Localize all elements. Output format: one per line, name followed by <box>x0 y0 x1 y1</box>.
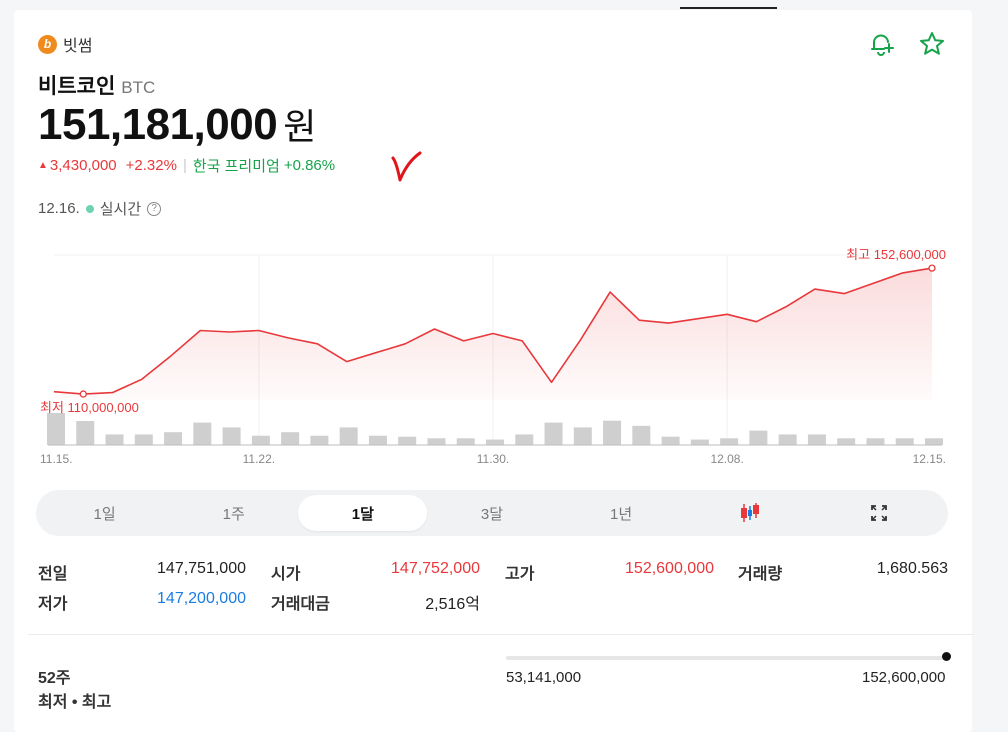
active-tab-indicator <box>680 7 777 9</box>
current-price: 151,181,000 원 <box>38 98 316 150</box>
star-icon <box>920 32 944 55</box>
price-value: 151,181,000 <box>38 100 278 149</box>
stat-volume: 거래량 1,680.563 <box>738 560 948 583</box>
volume-bar <box>690 439 709 445</box>
volume-bar <box>778 434 797 445</box>
volume-bar <box>427 438 446 445</box>
volume-bar <box>164 432 183 445</box>
favorite-button[interactable] <box>916 28 948 60</box>
price-unit: 원 <box>283 106 317 147</box>
x-tick-label: 12.08. <box>710 452 743 466</box>
stat-low: 저가 147,200,000 <box>38 590 246 613</box>
volume-bar <box>251 435 270 445</box>
top-strip <box>0 0 1008 8</box>
x-tick-label: 11.22. <box>243 452 275 466</box>
candle-chart-button[interactable] <box>686 495 815 531</box>
coin-name: 비트코인 <box>38 75 116 98</box>
price-chart[interactable]: 최고 152,600,000 최저 110,000,000 11.15. 11.22.… <box>28 242 958 472</box>
min-label: 최저 110,000,000 <box>40 400 139 415</box>
period-selector: 1일 1주 1달 3달 1년 <box>36 490 948 536</box>
coin-detail-card: b 빗썸 비트코인 BTC 151,181,000 원 ▲ 3,430,000 … <box>14 10 974 732</box>
volume-bar <box>661 436 680 445</box>
volume-bar <box>603 420 622 445</box>
volume-bar <box>515 434 534 445</box>
fullscreen-button[interactable] <box>815 495 944 531</box>
week52-current-marker <box>942 652 951 661</box>
price-change-row: ▲ 3,430,000 +2.32% | 한국 프리미엄 +0.86% <box>38 155 335 176</box>
coin-symbol: BTC <box>121 78 156 97</box>
volume-bar <box>47 413 65 445</box>
korea-premium-value: +0.86% <box>283 157 336 174</box>
volume-bar <box>573 427 592 445</box>
week52-high: 152,600,000 <box>862 669 946 686</box>
stat-open: 시가 147,752,000 <box>271 560 480 583</box>
period-3m[interactable]: 3달 <box>480 505 504 523</box>
volume-bar <box>544 422 563 445</box>
volume-bar <box>866 438 885 445</box>
volume-bar <box>456 438 475 445</box>
x-tick-label: 12.15. <box>913 452 946 466</box>
turnover-value: 2,516 <box>425 596 466 613</box>
exchange-badge[interactable]: b 빗썸 <box>38 32 92 56</box>
x-tick-label: 11.30. <box>477 452 509 466</box>
separator: | <box>182 157 187 174</box>
quote-date: 12.16. <box>38 200 80 217</box>
volume-bar <box>895 438 914 445</box>
period-1m[interactable]: 1달 <box>298 495 428 531</box>
stat-turnover: 거래대금 2,516억 <box>271 596 480 613</box>
volume-bar <box>134 434 153 445</box>
bithumb-logo-icon: b <box>38 34 57 54</box>
min-marker <box>79 390 87 398</box>
bell-plus-icon <box>871 34 894 56</box>
stat-prev-close: 전일 147,751,000 <box>38 560 246 583</box>
live-dot-icon <box>85 204 94 213</box>
section-divider <box>28 634 974 635</box>
stat-high: 고가 152,600,000 <box>505 560 714 583</box>
period-1d[interactable]: 1일 <box>93 505 116 523</box>
volume-bar <box>368 435 387 445</box>
help-icon[interactable]: ? <box>147 201 162 216</box>
change-amount: 3,430,000 <box>49 157 117 174</box>
volume-bar <box>925 438 943 445</box>
volume-bar <box>281 432 300 445</box>
korea-premium-label[interactable]: 한국 프리미엄 <box>192 158 280 175</box>
max-marker <box>928 264 936 272</box>
coin-title: 비트코인 BTC <box>38 70 155 100</box>
fullscreen-icon <box>871 505 888 521</box>
change-percent: +2.32% <box>125 157 177 174</box>
volume-bar <box>222 427 241 445</box>
period-1w[interactable]: 1주 <box>222 505 245 523</box>
volume-bar <box>720 438 739 445</box>
volume-bar <box>807 434 826 445</box>
price-alert-button[interactable] <box>866 28 898 60</box>
volume-bar <box>632 425 651 445</box>
week52-label: 52주 최저 • 최고 <box>38 667 111 715</box>
candlestick-icon <box>741 503 760 522</box>
volume-bar <box>193 422 212 445</box>
timestamp-row: 12.16. 실시간 ? <box>38 198 162 219</box>
turnover-unit: 억 <box>465 596 480 613</box>
x-tick-label: 11.15. <box>40 452 72 466</box>
volume-bar <box>105 434 124 445</box>
exchange-name: 빗썸 <box>63 38 93 55</box>
week52-title: 52주 <box>38 670 71 687</box>
realtime-label: 실시간 <box>99 201 142 218</box>
volume-bar <box>310 435 329 445</box>
week52-subtitle: 최저 • 최고 <box>38 694 112 711</box>
volume-bar <box>486 439 504 445</box>
volume-bar <box>837 438 856 445</box>
volume-bar <box>398 436 417 445</box>
checkmark-annotation-icon <box>391 151 422 182</box>
period-1y[interactable]: 1년 <box>610 505 633 523</box>
volume-bar <box>76 421 95 445</box>
week52-range-bar <box>506 656 946 660</box>
volume-bar <box>749 430 768 445</box>
volume-bar <box>339 427 358 445</box>
week52-low: 53,141,000 <box>506 669 582 686</box>
max-label: 최고 152,600,000 <box>846 247 946 262</box>
up-triangle-icon: ▲ <box>38 160 48 171</box>
